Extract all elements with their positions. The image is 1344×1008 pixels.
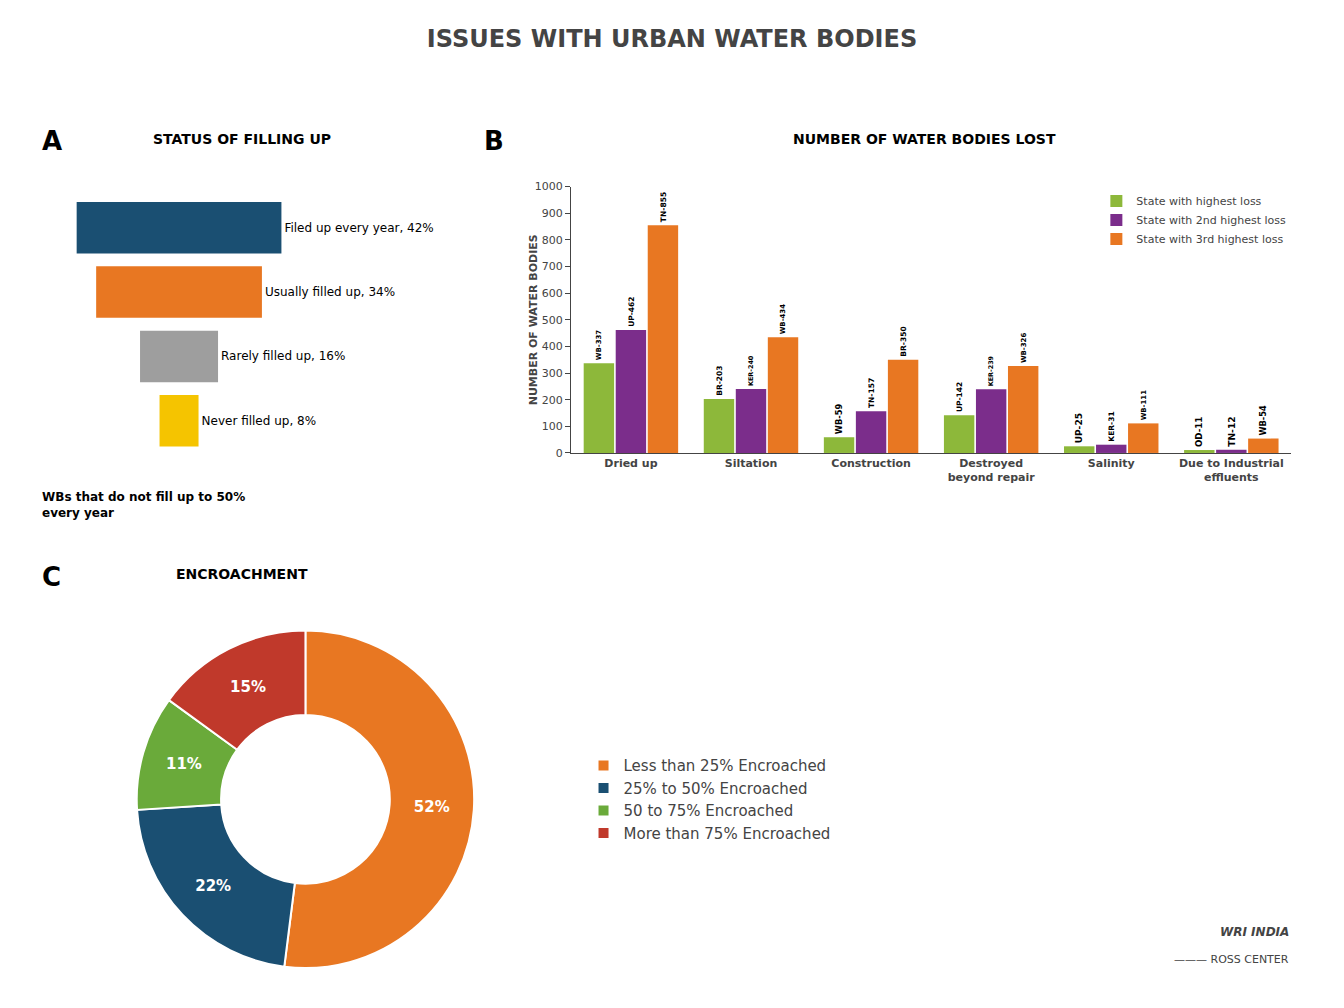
svg-text:UP-25: UP-25	[1074, 413, 1084, 443]
svg-text:22%: 22%	[195, 877, 231, 895]
svg-text:Due to Industrialeffluents: Due to Industrialeffluents	[1179, 457, 1284, 484]
svg-text:Construction: Construction	[831, 457, 910, 470]
svg-text:1000: 1000	[535, 180, 563, 193]
svg-text:——— ROSS CENTER: ——— ROSS CENTER	[1174, 953, 1289, 966]
svg-text:KER-31: KER-31	[1107, 411, 1116, 441]
svg-text:NUMBER OF WATER BODIES LOST: NUMBER OF WATER BODIES LOST	[793, 131, 1056, 147]
svg-text:25% to 50% Encroached: 25% to 50% Encroached	[624, 780, 808, 798]
svg-text:State with 2nd highest loss: State with 2nd highest loss	[1136, 214, 1286, 227]
svg-text:WB-54: WB-54	[1258, 405, 1268, 436]
svg-text:Destroyedbeyond repair: Destroyedbeyond repair	[948, 457, 1036, 484]
svg-text:KER-240: KER-240	[747, 355, 755, 386]
svg-text:600: 600	[542, 287, 563, 300]
svg-text:400: 400	[542, 340, 563, 353]
svg-text:C: C	[42, 562, 61, 592]
svg-text:State with 3rd highest loss: State with 3rd highest loss	[1136, 233, 1283, 246]
svg-text:15%: 15%	[230, 678, 266, 696]
svg-text:B: B	[484, 126, 504, 156]
svg-text:State with highest loss: State with highest loss	[1136, 195, 1261, 208]
svg-text:BR-203: BR-203	[715, 366, 724, 396]
svg-text:WRI INDIA: WRI INDIA	[1220, 925, 1289, 939]
svg-text:UP-462: UP-462	[627, 297, 636, 327]
svg-text:NUMBER OF WATER BODIES: NUMBER OF WATER BODIES	[527, 234, 540, 405]
svg-text:50 to 75% Encroached: 50 to 75% Encroached	[624, 802, 794, 820]
svg-text:STATUS OF FILLING UP: STATUS OF FILLING UP	[153, 131, 331, 147]
svg-text:WB-434: WB-434	[779, 304, 787, 334]
svg-text:Less than 25% Encroached: Less than 25% Encroached	[624, 757, 827, 775]
svg-text:Rarely filled up, 16%: Rarely filled up, 16%	[221, 349, 345, 363]
svg-text:ISSUES WITH URBAN WATER BODIES: ISSUES WITH URBAN WATER BODIES	[427, 25, 917, 53]
svg-text:Never filled up, 8%: Never filled up, 8%	[202, 414, 317, 428]
svg-text:300: 300	[542, 367, 563, 380]
svg-text:BR-350: BR-350	[899, 326, 908, 356]
svg-text:Siltation: Siltation	[725, 457, 778, 470]
svg-text:100: 100	[542, 420, 563, 433]
svg-text:Filed up every year, 42%: Filed up every year, 42%	[284, 221, 433, 235]
svg-text:ENCROACHMENT: ENCROACHMENT	[176, 566, 308, 582]
svg-text:Salinity: Salinity	[1088, 457, 1135, 470]
svg-text:KER-239: KER-239	[987, 355, 995, 386]
svg-text:WBs that do not fill up to 50%: WBs that do not fill up to 50%every year	[42, 490, 245, 520]
svg-text:0: 0	[556, 447, 563, 460]
svg-text:WB-337: WB-337	[595, 330, 603, 360]
svg-text:TN-855: TN-855	[659, 192, 668, 222]
svg-text:800: 800	[542, 234, 563, 247]
svg-text:UP-142: UP-142	[955, 382, 964, 412]
svg-text:700: 700	[542, 260, 563, 273]
svg-text:200: 200	[542, 394, 563, 407]
svg-text:500: 500	[542, 314, 563, 327]
svg-text:900: 900	[542, 207, 563, 220]
svg-text:A: A	[42, 126, 62, 156]
svg-text:WB-59: WB-59	[834, 404, 844, 435]
svg-text:OD-11: OD-11	[1194, 417, 1204, 447]
svg-text:Dried up: Dried up	[604, 457, 657, 470]
svg-text:WB-111: WB-111	[1140, 390, 1148, 420]
svg-text:WB-326: WB-326	[1020, 333, 1028, 363]
svg-text:Usually filled up, 34%: Usually filled up, 34%	[265, 285, 395, 299]
svg-text:TN-12: TN-12	[1227, 416, 1237, 446]
svg-text:More than 75% Encroached: More than 75% Encroached	[624, 825, 831, 843]
svg-text:52%: 52%	[414, 798, 450, 816]
svg-text:11%: 11%	[166, 755, 202, 773]
svg-text:TN-157: TN-157	[867, 378, 876, 408]
